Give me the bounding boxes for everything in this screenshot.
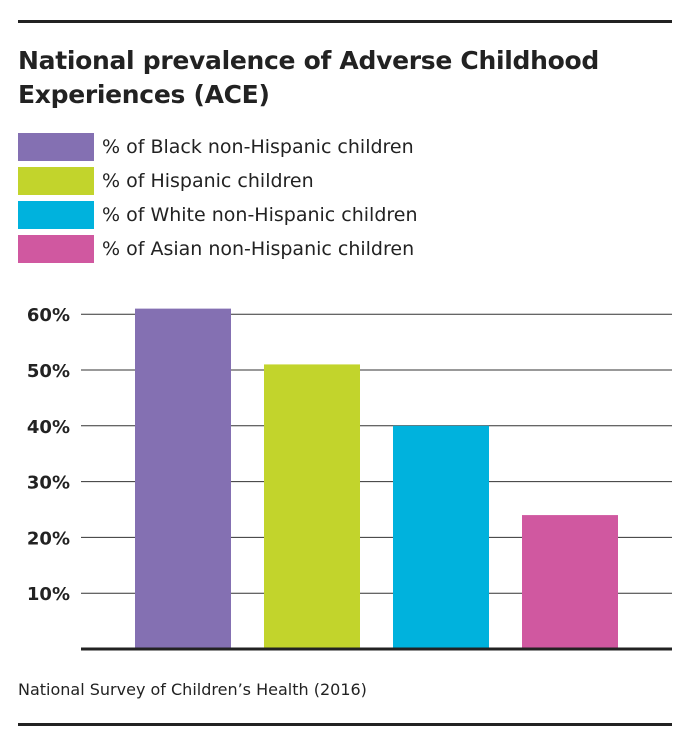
legend-item-asian: % of Asian non-Hispanic children <box>18 235 414 263</box>
y-tick-label: 60% <box>27 305 70 326</box>
y-tick-label: 50% <box>27 361 70 382</box>
legend-swatch-white <box>18 201 94 229</box>
y-tick-label: 40% <box>27 417 70 438</box>
legend-item-hispanic: % of Hispanic children <box>18 167 314 195</box>
bar-black <box>135 308 231 649</box>
y-tick-label: 10% <box>27 584 70 605</box>
legend-label-asian: % of Asian non-Hispanic children <box>102 238 415 260</box>
chart-title: National prevalence of Adverse Childhood… <box>18 46 599 109</box>
bottom-rule <box>18 723 672 726</box>
legend-label-hispanic: % of Hispanic children <box>102 170 314 192</box>
legend-label-black: % of Black non-Hispanic children <box>102 136 414 158</box>
source-note: National Survey of Children’s Health (20… <box>18 680 367 699</box>
bar-white <box>393 425 489 649</box>
legend-item-white: % of White non-Hispanic children <box>18 201 418 229</box>
top-rule <box>18 20 672 23</box>
legend-item-black: % of Black non-Hispanic children <box>18 133 414 161</box>
bar-asian <box>522 515 618 649</box>
legend-label-white: % of White non-Hispanic children <box>102 204 418 226</box>
bar-hispanic <box>264 364 360 649</box>
legend-swatch-black <box>18 133 94 161</box>
legend-swatch-asian <box>18 235 94 263</box>
bar-chart: 10% 20% 30% 40% 50% 60% <box>27 305 672 651</box>
legend-swatch-hispanic <box>18 167 94 195</box>
y-tick-label: 20% <box>27 528 70 549</box>
y-tick-label: 30% <box>27 473 70 494</box>
